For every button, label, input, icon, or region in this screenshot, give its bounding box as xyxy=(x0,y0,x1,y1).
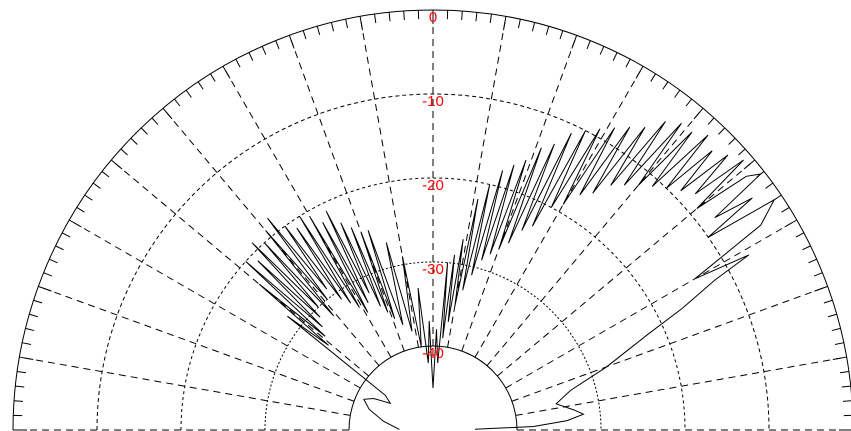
angular-tick xyxy=(374,14,377,24)
angular-tick xyxy=(781,207,790,213)
angular-tick xyxy=(330,22,335,32)
angular-tick xyxy=(235,58,241,68)
pattern-trace xyxy=(245,121,776,430)
angular-tick xyxy=(559,30,564,40)
angular-tick xyxy=(151,117,159,125)
angular-tick xyxy=(685,98,692,107)
angular-tick xyxy=(130,137,138,145)
angular-gridline xyxy=(515,356,847,416)
angular-tick xyxy=(707,117,715,125)
angular-gridline xyxy=(497,159,756,377)
angular-minor-ticks xyxy=(12,9,851,431)
radial-tick-label: 0 xyxy=(429,9,437,26)
angular-tick xyxy=(612,52,618,61)
radial-gridline xyxy=(180,177,686,431)
angular-tick xyxy=(43,272,53,277)
angular-tick xyxy=(92,182,101,189)
angular-tick xyxy=(718,127,726,135)
angular-tick xyxy=(25,327,35,332)
angular-tick xyxy=(22,342,32,346)
angular-tick xyxy=(795,232,805,238)
angular-tick xyxy=(140,127,148,135)
angular-gridline xyxy=(461,35,578,352)
angular-tick xyxy=(599,46,605,55)
angular-tick xyxy=(61,232,71,238)
angular-tick xyxy=(842,400,851,402)
angular-gridline xyxy=(222,66,392,358)
angular-tick xyxy=(33,299,43,304)
angular-tick xyxy=(517,19,521,29)
angular-tick xyxy=(461,10,463,21)
angular-tick xyxy=(834,342,844,346)
angular-tick xyxy=(674,89,681,98)
angular-tick xyxy=(841,385,851,388)
angular-tick xyxy=(823,299,833,304)
angular-tick xyxy=(13,400,24,402)
radial-gridline xyxy=(264,261,602,431)
angular-tick xyxy=(316,26,321,36)
angular-tick xyxy=(728,137,736,145)
radial-tick-labels: -40 -30 -20 -10 0 xyxy=(422,9,444,362)
angular-tick xyxy=(388,12,391,22)
angular-tick xyxy=(197,81,204,90)
angular-tick xyxy=(261,46,267,55)
angular-tick xyxy=(625,58,631,68)
radial-gridline xyxy=(348,345,518,431)
angular-tick xyxy=(831,327,841,332)
angular-tick xyxy=(210,73,216,82)
angular-gridline xyxy=(474,66,644,358)
angular-gridline xyxy=(69,219,361,389)
angular-tick xyxy=(345,19,349,29)
angular-tick xyxy=(55,245,64,251)
angular-tick xyxy=(29,313,39,318)
radial-gridlines xyxy=(96,93,770,431)
radial-tick-label: -30 xyxy=(422,261,444,278)
angular-tick xyxy=(185,89,192,98)
angular-tick xyxy=(275,40,280,50)
angular-tick xyxy=(531,22,536,32)
angular-tick xyxy=(17,371,27,374)
angular-tick xyxy=(248,52,254,61)
angular-tick xyxy=(84,194,93,201)
angular-tick xyxy=(802,245,811,251)
angular-tick xyxy=(765,182,774,189)
angular-tick xyxy=(662,81,669,90)
radial-gridline xyxy=(96,93,770,431)
angular-tick xyxy=(174,98,181,107)
angular-tick xyxy=(49,258,58,264)
angular-tick xyxy=(813,272,823,277)
angular-tick xyxy=(738,148,746,156)
angular-gridline xyxy=(38,285,355,402)
angular-tick xyxy=(839,371,849,374)
angular-tick xyxy=(15,385,25,388)
angular-gridline xyxy=(359,16,419,348)
angular-tick xyxy=(489,14,492,24)
angular-gridline xyxy=(505,219,797,389)
angular-tick xyxy=(650,73,656,82)
angular-tick xyxy=(586,40,591,50)
angular-tick xyxy=(76,207,85,213)
angular-tick xyxy=(475,12,478,22)
angular-tick xyxy=(827,313,837,318)
radial-tick-label: -40 xyxy=(422,345,444,362)
angular-tick xyxy=(808,258,817,264)
angular-tick xyxy=(101,171,110,178)
radial-tick-label: -20 xyxy=(422,177,444,194)
radial-tick-label: -10 xyxy=(422,93,444,110)
angular-tick xyxy=(545,26,550,36)
angular-tick xyxy=(302,30,307,40)
angular-tick xyxy=(120,148,128,156)
angular-tick xyxy=(403,10,405,21)
